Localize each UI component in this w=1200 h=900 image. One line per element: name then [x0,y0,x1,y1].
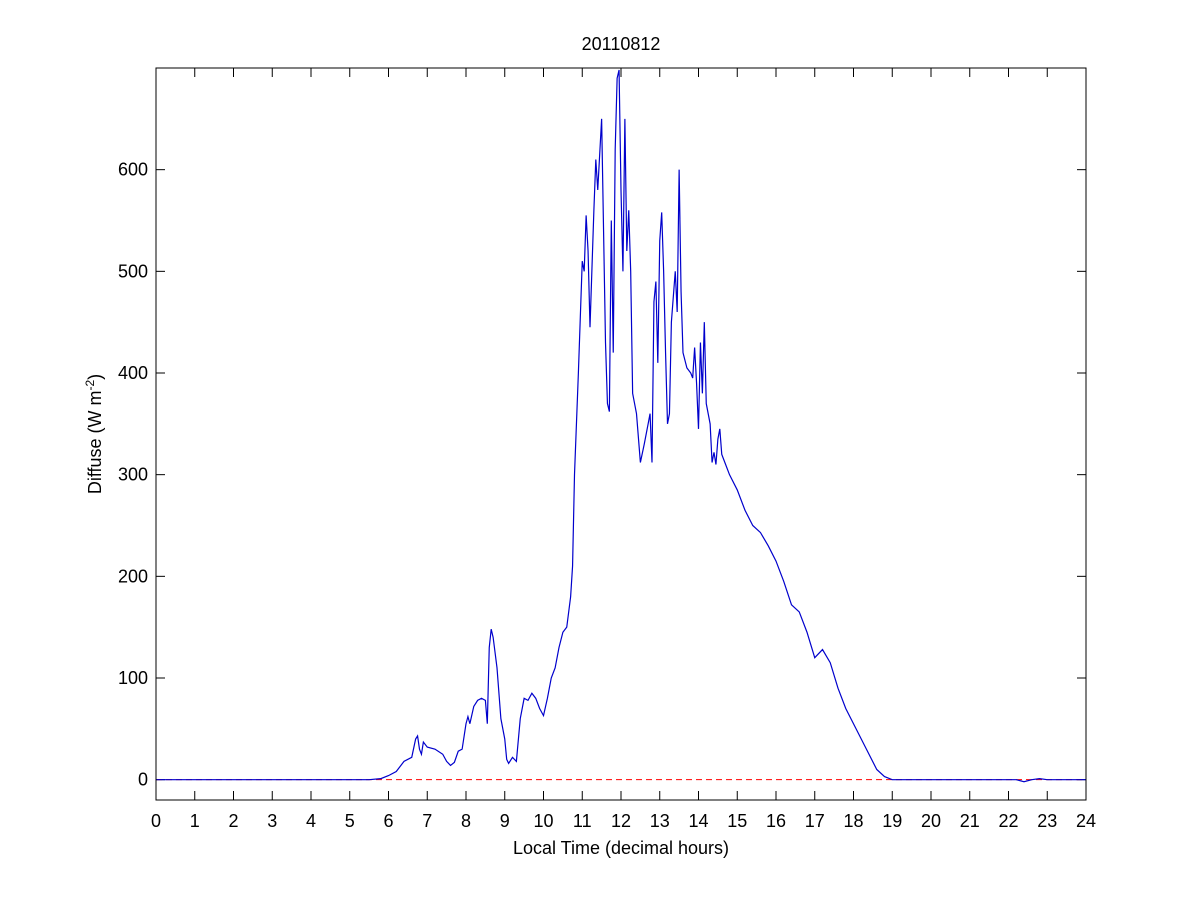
x-tick-label: 7 [422,811,432,831]
x-tick-label: 1 [190,811,200,831]
y-axis-label-text: Diffuse (W m [85,390,105,494]
x-tick-label: 19 [882,811,902,831]
x-tick-label: 15 [727,811,747,831]
x-tick-label: 3 [267,811,277,831]
x-tick-label: 9 [500,811,510,831]
x-tick-label: 13 [650,811,670,831]
x-tick-label: 10 [533,811,553,831]
axes-box [155,67,1087,801]
x-tick-label: 16 [766,811,786,831]
y-tick-label: 0 [138,770,148,790]
x-tick-label: 23 [1037,811,1057,831]
x-tick-label: 22 [998,811,1018,831]
x-tick-label: 0 [151,811,161,831]
x-tick-label: 17 [805,811,825,831]
y-tick-label: 500 [118,261,148,281]
x-tick-label: 24 [1076,811,1096,831]
y-axis-label: Diffuse (W m-2) [83,374,105,494]
chart-title: 20110812 [582,34,661,54]
x-tick-label: 18 [843,811,863,831]
y-tick-label: 600 [118,160,148,180]
y-tick-label: 300 [118,465,148,485]
x-tick-label: 14 [688,811,708,831]
x-tick-label: 4 [306,811,316,831]
y-tick-label: 200 [118,566,148,586]
y-axis-label-superscript: -2 [83,379,97,390]
x-tick-label: 8 [461,811,471,831]
y-tick-label: 100 [118,668,148,688]
y-tick-label: 400 [118,363,148,383]
x-tick-label: 6 [383,811,393,831]
x-tick-label: 21 [960,811,980,831]
x-tick-label: 11 [573,811,592,831]
x-tick-label: 5 [345,811,355,831]
x-tick-label: 2 [228,811,238,831]
x-tick-label: 20 [921,811,941,831]
y-axis-label-suffix: ) [85,374,105,380]
x-tick-label: 12 [611,811,631,831]
data-line [156,69,1086,783]
x-axis-label: Local Time (decimal hours) [513,838,729,858]
